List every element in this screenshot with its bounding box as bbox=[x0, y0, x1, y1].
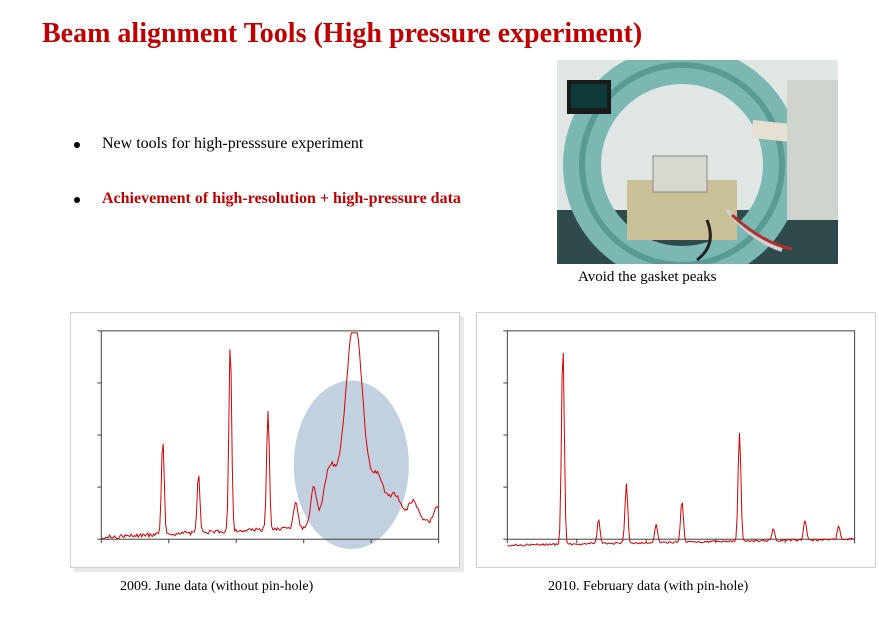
bullet-dot-icon bbox=[74, 197, 80, 203]
photo-caption: Avoid the gasket peaks bbox=[578, 269, 716, 286]
bullet-text-emph: Achievement of high-resolution + high-pr… bbox=[102, 190, 461, 208]
chart-right-caption: 2010. February data (with pin-hole) bbox=[548, 579, 748, 595]
chart-right bbox=[476, 312, 876, 568]
spectrum-left bbox=[71, 313, 459, 567]
bullet-list: New tools for high-presssure experiment … bbox=[74, 134, 461, 244]
equipment-photo bbox=[557, 60, 838, 264]
bullet-item: Achievement of high-resolution + high-pr… bbox=[74, 189, 461, 208]
chart-left bbox=[70, 312, 460, 568]
bullet-item: New tools for high-presssure experiment bbox=[74, 134, 461, 153]
bullet-dot-icon bbox=[74, 142, 80, 148]
bullet-text: New tools for high-presssure experiment bbox=[102, 135, 363, 153]
equipment-illustration bbox=[557, 60, 838, 264]
spectrum-right bbox=[477, 313, 875, 567]
chart-left-caption: 2009. June data (without pin-hole) bbox=[120, 579, 313, 595]
slide-title: Beam alignment Tools (High pressure expe… bbox=[42, 18, 642, 50]
